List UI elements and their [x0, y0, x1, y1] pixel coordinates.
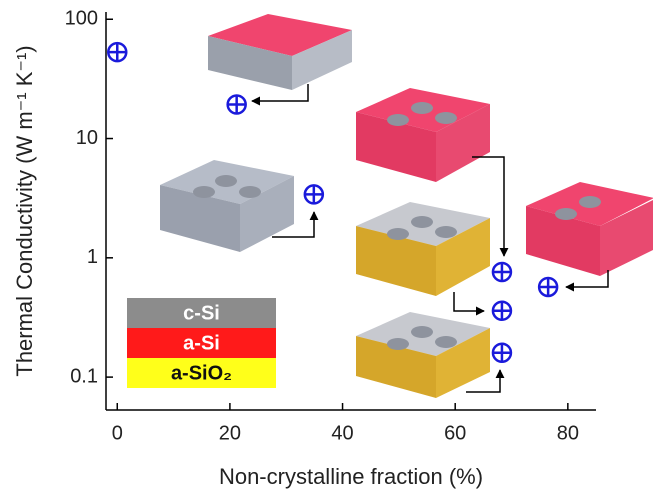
marker — [537, 276, 559, 298]
marker-cross — [492, 301, 511, 320]
marker — [491, 261, 513, 283]
marker — [303, 184, 325, 205]
x-axis-label: Non-crystalline fraction (%) — [219, 464, 483, 489]
x-tick-label: 20 — [219, 422, 241, 444]
markers — [107, 41, 559, 364]
y-tick-label: 1 — [87, 246, 98, 268]
y-axis-label: Thermal Conductivity (W m⁻¹ K⁻¹) — [12, 45, 37, 376]
x-tick-label: 0 — [112, 422, 123, 444]
x-tick-label: 60 — [444, 422, 466, 444]
marker-cross — [304, 185, 323, 204]
x-tick-label: 80 — [557, 422, 579, 444]
marker — [226, 94, 247, 115]
legend: c-Si a-Si a-SiO₂ — [127, 298, 276, 388]
legend-swatch — [127, 298, 276, 328]
marker-cross — [492, 343, 511, 362]
illustrations — [160, 14, 653, 398]
marker-cross — [539, 277, 558, 296]
marker-cross — [227, 95, 246, 114]
y-tick-label: 10 — [76, 127, 98, 149]
legend-label: c-Si — [183, 302, 220, 324]
x-tick-label: 40 — [331, 422, 353, 444]
legend-swatch — [127, 358, 276, 388]
marker — [491, 342, 513, 364]
axes: 0 20 40 60 80 0.1 1 10 100 Non-crystalline fracti… — [12, 8, 596, 489]
legend-swatch — [127, 328, 276, 358]
marker-cross — [492, 263, 511, 282]
y-tick-label: 100 — [65, 8, 98, 30]
marker-cross — [108, 43, 127, 62]
marker — [491, 300, 513, 321]
marker — [107, 41, 128, 63]
legend-label: a-SiO₂ — [171, 362, 232, 384]
y-tick-label: 0.1 — [70, 365, 98, 387]
legend-label: a-Si — [183, 332, 220, 354]
